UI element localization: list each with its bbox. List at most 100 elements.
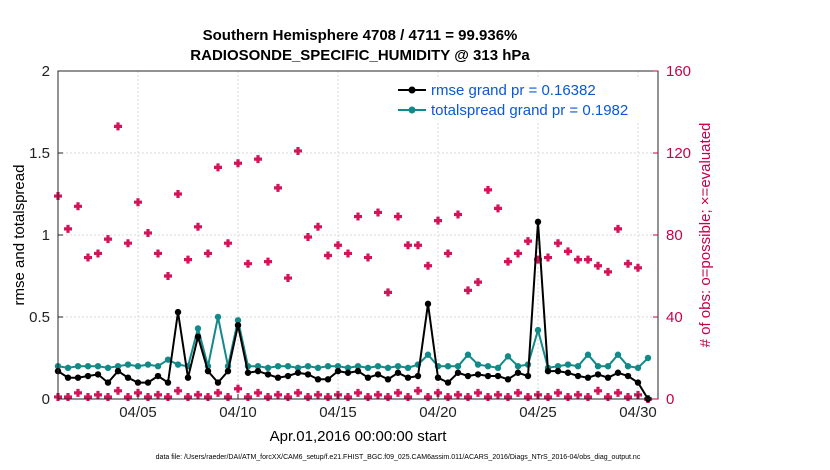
totalspread-point bbox=[274, 363, 282, 370]
evaluated-obs-point bbox=[484, 392, 492, 401]
rmse-point bbox=[594, 371, 602, 378]
totalspread-point bbox=[124, 361, 132, 368]
totalspread-point bbox=[494, 364, 502, 372]
totalspread-point bbox=[344, 364, 352, 372]
evaluated-obs-point bbox=[384, 392, 392, 401]
possible-obs-point bbox=[504, 257, 512, 266]
evaluated-obs-point bbox=[234, 384, 242, 393]
totalspread-point bbox=[214, 313, 222, 321]
evaluated-obs-point bbox=[574, 390, 582, 399]
x-axis-label: Apr.01,2016 00:00:00 start bbox=[270, 428, 448, 445]
totalspread-point bbox=[104, 364, 112, 372]
possible-obs-point bbox=[114, 122, 122, 131]
legend: rmse grand pr = 0.16382 totalspread gran… bbox=[395, 78, 650, 122]
totalspread-point bbox=[484, 363, 492, 370]
possible-obs-point bbox=[74, 202, 82, 211]
possible-obs-point bbox=[324, 251, 332, 260]
possible-obs-point bbox=[214, 163, 222, 172]
totalspread-point bbox=[114, 363, 122, 370]
rmse-point bbox=[394, 369, 402, 376]
evaluated-obs-point bbox=[474, 388, 482, 397]
evaluated-obs-point bbox=[594, 386, 602, 395]
totalspread-point bbox=[254, 363, 262, 370]
rmse-point bbox=[604, 374, 612, 381]
possible-obs-point bbox=[424, 261, 432, 270]
possible-obs-point bbox=[444, 249, 452, 258]
possible-obs-point bbox=[234, 159, 242, 168]
totalspread-point bbox=[604, 363, 612, 370]
possible-obs-point bbox=[104, 235, 112, 244]
possible-obs-point bbox=[304, 233, 312, 242]
totalspread-point bbox=[564, 361, 572, 368]
rmse-point bbox=[184, 374, 192, 381]
possible-obs-point bbox=[374, 208, 382, 217]
rmse-point bbox=[314, 376, 322, 383]
evaluated-obs-point bbox=[454, 390, 462, 399]
possible-obs-point bbox=[224, 239, 232, 248]
totalspread-point bbox=[304, 363, 312, 370]
rmse-point bbox=[284, 372, 292, 380]
totalspread-point bbox=[74, 363, 82, 370]
rmse-point bbox=[564, 369, 572, 376]
possible-obs-point bbox=[354, 212, 362, 221]
rmse-point bbox=[554, 367, 562, 375]
possible-obs-point bbox=[584, 255, 592, 264]
possible-obs-point bbox=[494, 204, 502, 213]
rmse-point bbox=[104, 379, 112, 386]
possible-obs-point bbox=[474, 278, 482, 287]
y-axis-label-right: # of obs: o=possible; ×=evaluated bbox=[697, 123, 714, 348]
rmse-point bbox=[94, 371, 102, 378]
possible-obs-point bbox=[544, 253, 552, 262]
possible-obs-point bbox=[484, 185, 492, 194]
rmse-point bbox=[574, 372, 582, 380]
chart-title-line2: RADIOSONDE_SPECIFIC_HUMIDITY @ 313 hPa bbox=[190, 47, 530, 64]
rmse-point bbox=[304, 371, 312, 378]
rmse-point bbox=[454, 369, 462, 376]
totalspread-point bbox=[194, 325, 202, 332]
evaluated-obs-point bbox=[364, 392, 372, 401]
rmse-point bbox=[434, 374, 442, 381]
evaluated-obs-point bbox=[134, 388, 142, 397]
rmse-point bbox=[164, 379, 172, 386]
totalspread-point bbox=[384, 364, 392, 372]
chart-title-line1: Southern Hemisphere 4708 / 4711 = 99.936… bbox=[203, 27, 518, 44]
rmse-point bbox=[274, 374, 282, 381]
evaluated-obs-point bbox=[524, 392, 532, 401]
y-tick-label-right: 120 bbox=[666, 145, 691, 162]
evaluated-obs-point bbox=[404, 392, 412, 401]
possible-obs-point bbox=[564, 247, 572, 256]
totalspread-point bbox=[164, 356, 172, 363]
y-tick-label-left: 0.5 bbox=[29, 309, 50, 326]
x-tick-label: 04/15 bbox=[319, 404, 357, 421]
totalspread-point bbox=[534, 326, 542, 334]
evaluated-obs-point bbox=[164, 392, 172, 401]
rmse-point bbox=[624, 372, 632, 380]
possible-obs-point bbox=[344, 249, 352, 258]
legend-rmse-label: rmse grand pr = 0.16382 bbox=[431, 82, 596, 99]
possible-obs-point bbox=[314, 222, 322, 231]
possible-obs-point bbox=[164, 272, 172, 280]
y-tick-label-left: 1 bbox=[42, 227, 50, 244]
evaluated-obs-point bbox=[244, 392, 252, 401]
totalspread-point bbox=[174, 361, 182, 368]
series-layer bbox=[54, 122, 652, 403]
x-tick-label: 04/20 bbox=[419, 404, 457, 421]
rmse-point bbox=[474, 371, 482, 378]
x-tick-label: 04/25 bbox=[519, 404, 557, 421]
possible-obs-point bbox=[144, 228, 152, 237]
rmse-point bbox=[294, 369, 302, 376]
evaluated-obs-point bbox=[74, 388, 82, 397]
possible-obs-point bbox=[254, 155, 262, 164]
possible-obs-point bbox=[154, 249, 162, 258]
totalspread-point bbox=[594, 363, 602, 370]
possible-obs-point bbox=[624, 259, 632, 268]
evaluated-obs-point bbox=[554, 388, 562, 397]
rmse-point bbox=[364, 374, 372, 381]
y-tick-label-right: 40 bbox=[666, 309, 683, 326]
evaluated-obs-point bbox=[264, 392, 272, 401]
y-tick-label-left: 1.5 bbox=[29, 145, 50, 162]
evaluated-obs-point bbox=[354, 388, 362, 397]
evaluated-obs-point bbox=[414, 386, 422, 395]
rmse-point bbox=[334, 367, 342, 375]
